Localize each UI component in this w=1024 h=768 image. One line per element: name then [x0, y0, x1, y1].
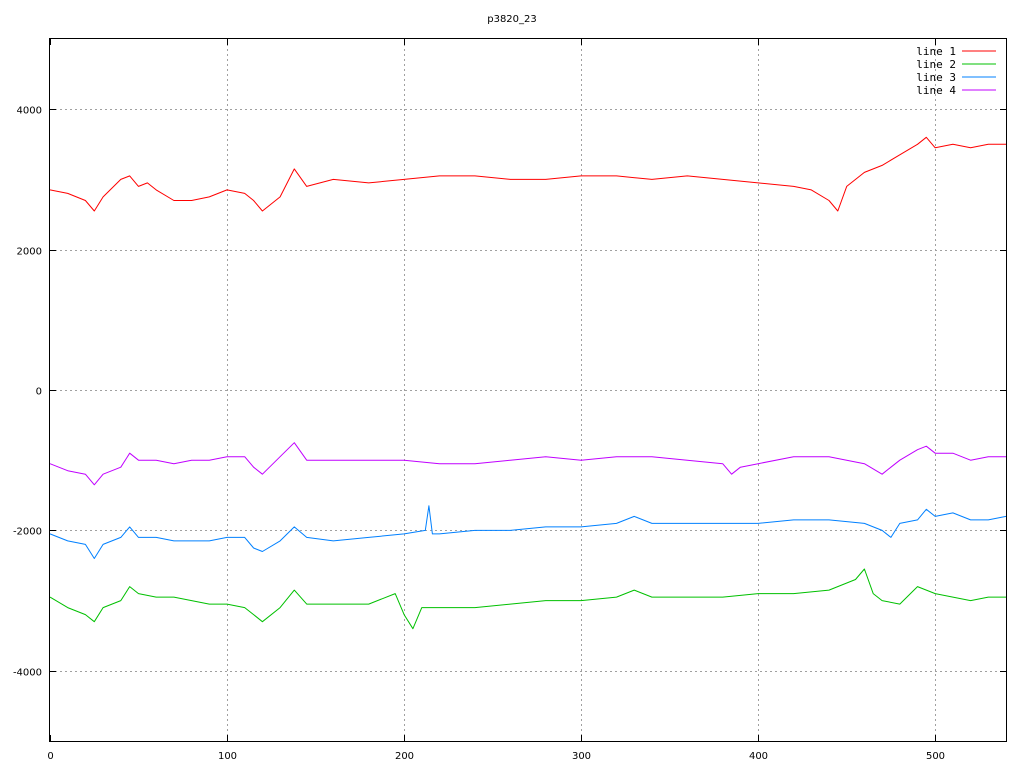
grid-lines [50, 39, 1006, 741]
y-tick-label: -2000 [13, 527, 42, 538]
x-tick-label: 100 [218, 751, 237, 762]
series-lines [49, 136, 1007, 630]
x-tick-label: 0 [47, 751, 53, 762]
series-line-4 [49, 442, 1006, 486]
series-line-1 [49, 136, 1006, 212]
legend-label: line 4 [916, 84, 956, 97]
x-tick-label: 200 [395, 751, 414, 762]
y-tick-label: 4000 [17, 106, 42, 117]
chart-title: p3820_23 [487, 14, 537, 25]
series-line-3 [49, 505, 1007, 559]
legend-label: line 1 [916, 45, 956, 58]
series-line-2 [49, 568, 1006, 630]
x-tick-label: 500 [926, 751, 945, 762]
y-tick-label: 2000 [17, 247, 42, 258]
x-tick-label: 300 [572, 751, 591, 762]
plot-frame [49, 38, 1007, 742]
legend-label: line 3 [916, 71, 956, 84]
y-tick-label: -4000 [13, 668, 42, 679]
x-tick-label: 400 [749, 751, 768, 762]
axis-ticks: 0 100 200 300 400 500 -4000 -2000 0 2000 4000 [13, 39, 1006, 762]
y-tick-label: 0 [36, 387, 42, 398]
legend-label: line 2 [916, 58, 956, 71]
